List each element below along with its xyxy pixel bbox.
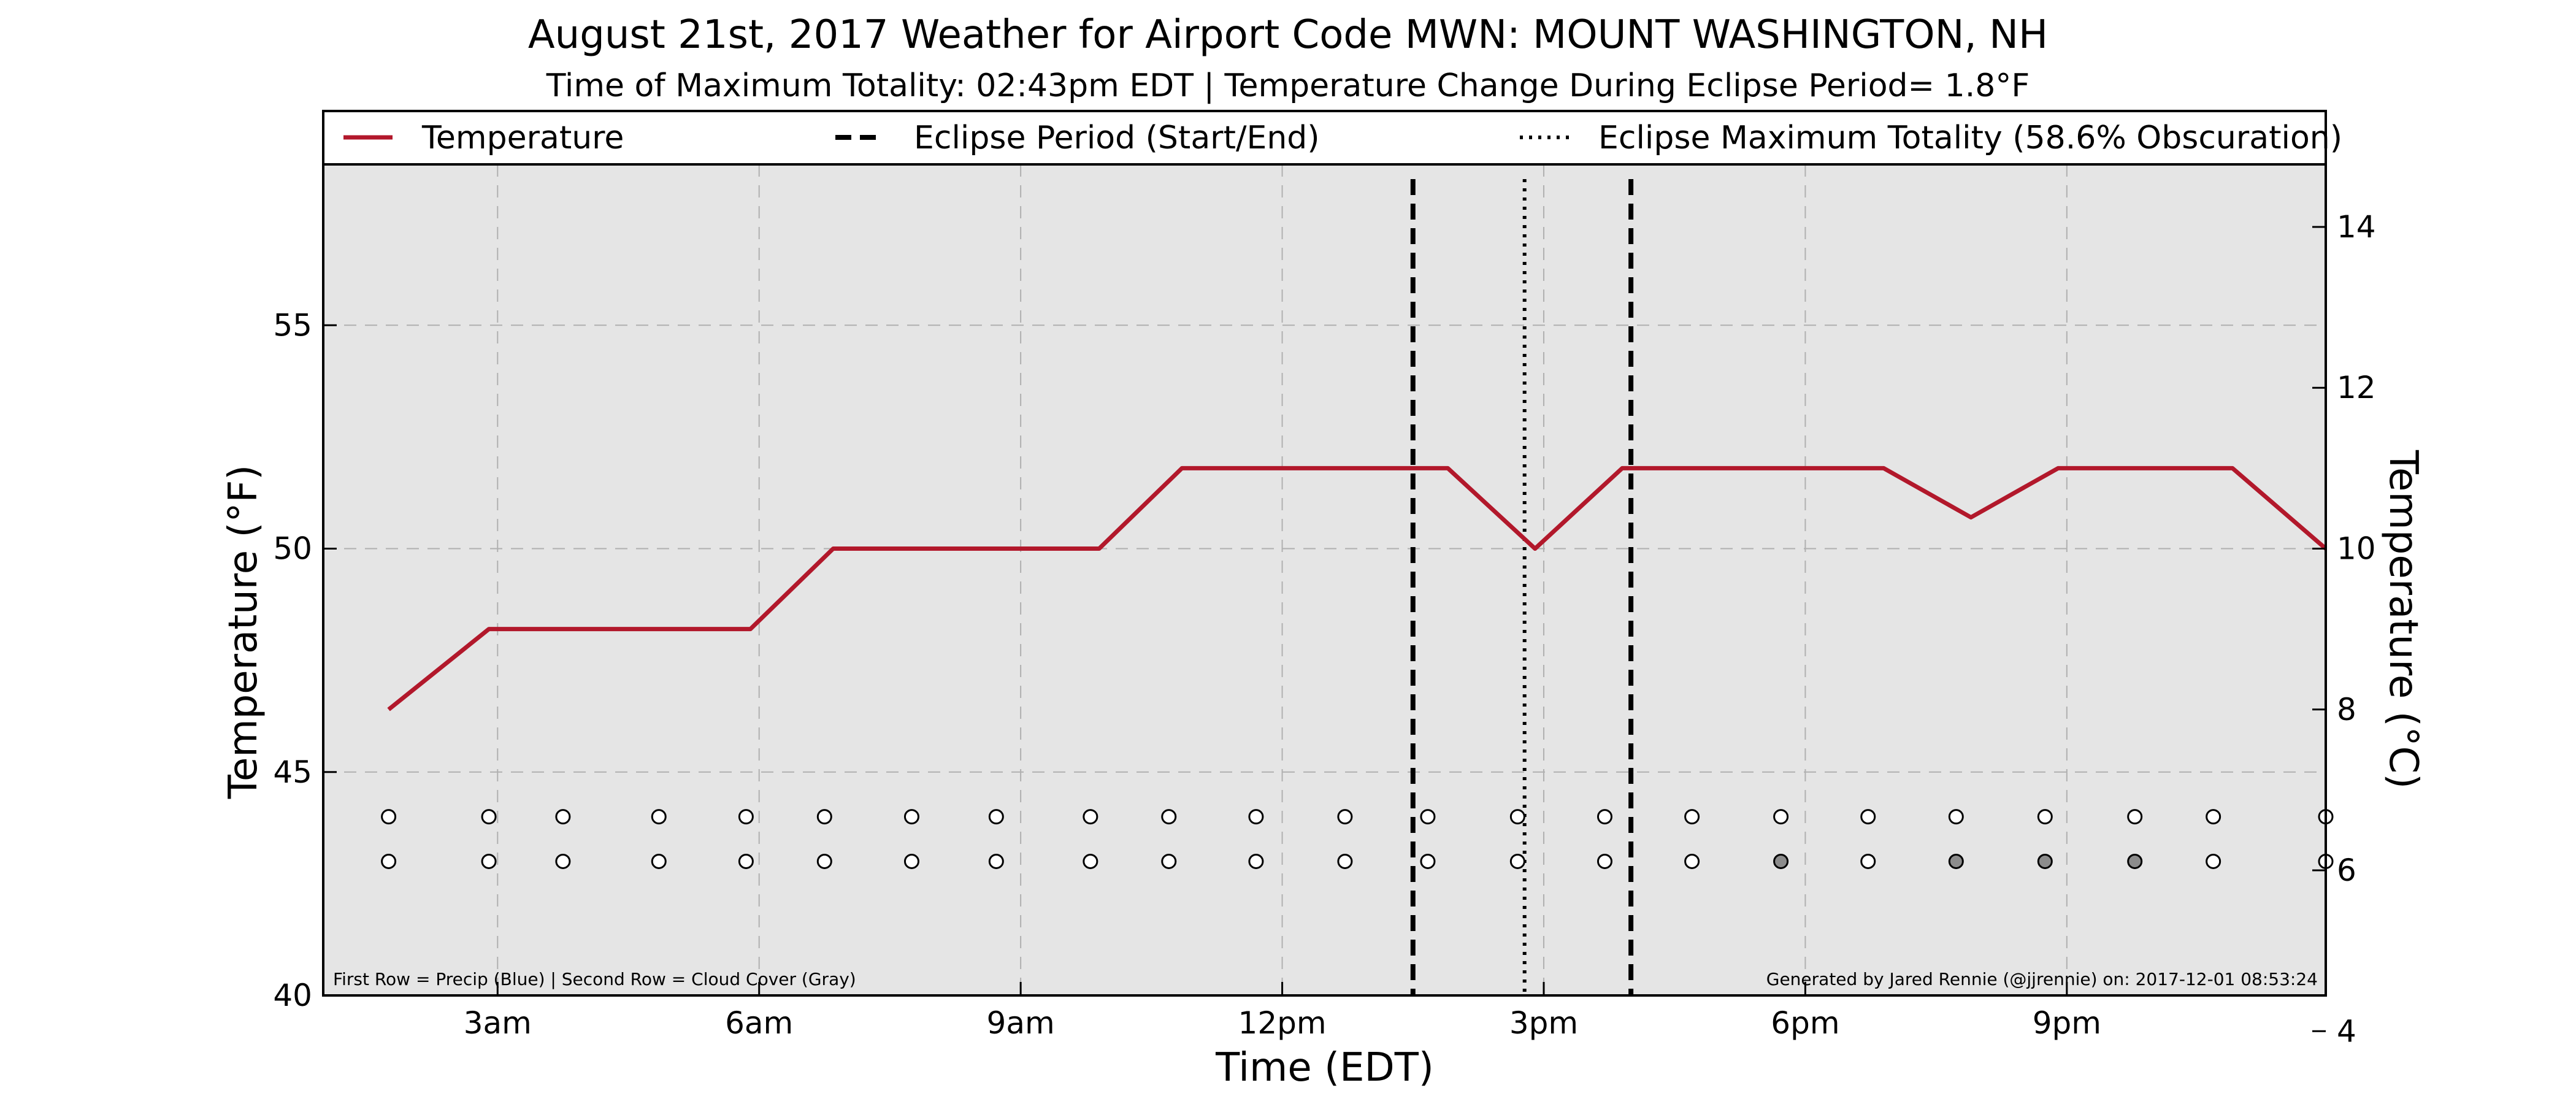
x-tick-label: 9pm [2033, 1005, 2101, 1041]
cloud-cover-marker [1773, 853, 1789, 869]
cloud-cover-marker [903, 853, 919, 869]
cloud-cover-marker [1860, 853, 1876, 869]
precip-marker [1083, 809, 1098, 825]
cloud-cover-marker [1161, 853, 1177, 869]
precip-marker [1509, 809, 1525, 825]
cloud-cover-marker [1597, 853, 1612, 869]
precip-marker [738, 809, 754, 825]
cloud-cover-marker [1420, 853, 1436, 869]
precip-marker [2206, 809, 2221, 825]
precip-marker [1860, 809, 1876, 825]
precip-marker [1948, 809, 1964, 825]
x-tick-label: 12pm [1238, 1005, 1327, 1041]
precip-marker [2127, 809, 2143, 825]
legend-label: Temperature [421, 120, 624, 156]
precip-marker [816, 809, 832, 825]
precip-marker [903, 809, 919, 825]
cloud-cover-marker [651, 853, 667, 869]
cloud-cover-marker [2037, 853, 2053, 869]
cloud-cover-marker [1948, 853, 1964, 869]
cloud-cover-marker [988, 853, 1004, 869]
legend: Temperature Eclipse Period (Start/End) Ecl… [343, 120, 2342, 156]
x-tick-label: 6pm [1771, 1005, 1839, 1041]
temperature-line [387, 466, 2328, 711]
precip-marker [1773, 809, 1789, 825]
x-tick-label: 3pm [1509, 1005, 1578, 1041]
cloud-cover-marker [1248, 853, 1264, 869]
y-right-tick-label: 6 [2337, 853, 2356, 888]
y-left-tick-label: 45 [273, 754, 312, 790]
cloud-cover-marker [555, 853, 571, 869]
row-key-note: First Row = Precip (Blue) | Second Row =… [333, 969, 856, 989]
precip-marker [1248, 809, 1264, 825]
cloud-cover-marker [816, 853, 832, 869]
grid [323, 164, 2326, 995]
cloud-cover-marker [738, 853, 754, 869]
observation-rows [381, 809, 2334, 869]
legend-label: Eclipse Period (Start/End) [914, 120, 1320, 156]
y-right-tick-label: 14 [2337, 209, 2376, 245]
precip-marker [481, 809, 497, 825]
y-right-tick-label: 12 [2337, 370, 2376, 405]
precip-marker [1161, 809, 1177, 825]
precip-marker [381, 809, 397, 825]
precip-marker [1684, 809, 1700, 825]
precip-marker [1337, 809, 1353, 825]
temperature-series [387, 466, 2328, 711]
x-tick-label: 3am [464, 1005, 532, 1041]
cloud-cover-marker [481, 853, 497, 869]
y-right-tick-label: 10 [2337, 531, 2376, 567]
precip-marker [651, 809, 667, 825]
x-tick-label: 6am [725, 1005, 793, 1041]
y-left-tick-label: 55 [273, 307, 312, 343]
generated-by-note: Generated by Jared Rennie (@jjrennie) on… [1766, 969, 2318, 989]
y-left-tick-label: 50 [273, 531, 312, 567]
cloud-cover-marker [1684, 853, 1700, 869]
plot-frame [322, 110, 2327, 997]
plot-background [323, 164, 2326, 995]
cloud-cover-marker [2206, 853, 2221, 869]
y-right-tick-label: 8 [2337, 692, 2356, 727]
cloud-cover-marker [1509, 853, 1525, 869]
y-axis-left-label: Temperature (°F) [221, 465, 266, 800]
eclipse-markers [1410, 179, 1634, 995]
precip-marker [988, 809, 1004, 825]
precip-marker [555, 809, 571, 825]
cloud-cover-marker [381, 853, 397, 869]
legend-label: Eclipse Maximum Totality (58.6% Obscurat… [1598, 120, 2342, 156]
y-right-tick-label: 4 [2337, 1013, 2356, 1049]
y-left-tick-label: 40 [273, 978, 312, 1013]
y-axis-right-label: Temperature (°C) [2380, 450, 2426, 789]
cloud-cover-marker [2127, 853, 2143, 869]
axes: 3am 6am 9am 12pm 3pm 6pm 9pm 40 45 50 55 4 6 8 10 12 14 [273, 209, 2375, 1049]
cloud-cover-marker [1083, 853, 1098, 869]
precip-marker [2037, 809, 2053, 825]
precip-marker [1420, 809, 1436, 825]
cloud-cover-marker [1337, 853, 1353, 869]
x-axis-label: Time (EDT) [1215, 1045, 1434, 1091]
x-tick-label: 9am [987, 1005, 1055, 1041]
chart-subtitle: Time of Maximum Totality: 02:43pm EDT | … [546, 67, 2030, 104]
precip-marker [1597, 809, 1612, 825]
chart-title: August 21st, 2017 Weather for Airport Co… [528, 12, 2048, 58]
